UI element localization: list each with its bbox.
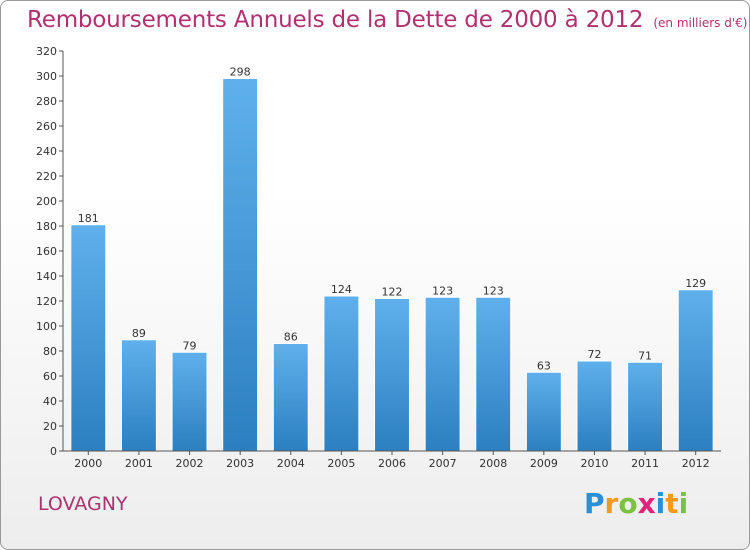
x-tick-label-2002: 2002 <box>176 457 204 470</box>
y-tick-label: 300 <box>36 70 57 83</box>
bar-2006 <box>374 298 410 452</box>
y-tick-label: 20 <box>43 420 57 433</box>
y-tick-label: 40 <box>43 395 57 408</box>
x-tick-label-2003: 2003 <box>226 457 254 470</box>
data-label-2001: 89 <box>132 327 146 340</box>
title-text: Remboursements Annuels de la Dette de 20… <box>27 7 644 33</box>
x-tick-label-2010: 2010 <box>580 457 608 470</box>
y-tick-label: 0 <box>50 445 57 458</box>
x-tick-label-2001: 2001 <box>125 457 153 470</box>
y-tick-label: 320 <box>36 45 57 58</box>
logo-letter: i <box>655 487 666 520</box>
bar-2003 <box>222 78 259 452</box>
logo-letter: P <box>584 487 605 520</box>
data-label-2002: 79 <box>183 339 197 352</box>
y-tick-label: 100 <box>36 320 57 333</box>
x-tick-label-2006: 2006 <box>378 457 406 470</box>
logo-letter: t <box>665 487 679 520</box>
data-label-2006: 122 <box>382 286 403 299</box>
bar-2008 <box>475 296 512 452</box>
chart-subtitle: (en milliers d'€) <box>653 16 748 30</box>
y-tick-label: 200 <box>36 195 57 208</box>
chart-title: Remboursements Annuels de la Dette de 20… <box>27 7 747 33</box>
logo-letter: r <box>604 487 619 520</box>
place-name: LOVAGNY <box>38 493 128 515</box>
data-label-2000: 181 <box>78 212 99 225</box>
bar-2010 <box>576 360 613 452</box>
data-label-2010: 72 <box>587 348 601 361</box>
bar-2007 <box>424 296 461 452</box>
x-tick-label-2012: 2012 <box>682 457 710 470</box>
data-label-2011: 71 <box>638 349 652 362</box>
logo-letter: x <box>637 487 656 520</box>
y-tick-label: 140 <box>36 270 57 283</box>
x-tick-label-2009: 2009 <box>530 457 558 470</box>
y-tick-label: 160 <box>36 245 57 258</box>
x-axis: 2000 2001 2002 2003 2004 2005 2006 2007 2008 2009… <box>63 450 721 470</box>
x-tick-label-2005: 2005 <box>327 457 355 470</box>
y-tick-label: 240 <box>36 145 57 158</box>
x-tick-label-2011: 2011 <box>631 457 659 470</box>
bar-2005 <box>323 295 360 452</box>
x-tick-label-2000: 2000 <box>74 457 102 470</box>
y-tick-label: 180 <box>36 220 57 233</box>
bars: 181 89 79 298 86 124 122 123 123 63 72 71 129 <box>70 66 714 452</box>
data-label-2005: 124 <box>331 283 352 296</box>
y-tick-label: 60 <box>43 370 57 383</box>
bar-2012 <box>677 289 714 452</box>
y-axis: 0 20 40 60 80 100 120 140 160 180 200 220 240 260 280 3… <box>36 45 64 458</box>
y-tick-label: 220 <box>36 170 57 183</box>
bar-2002 <box>171 351 208 452</box>
data-label-2004: 86 <box>284 331 298 344</box>
x-tick-label-2004: 2004 <box>277 457 305 470</box>
y-tick-label: 260 <box>36 120 57 133</box>
x-tick-label-2008: 2008 <box>479 457 507 470</box>
bar-2009 <box>525 371 562 452</box>
data-label-2003: 298 <box>230 66 251 79</box>
data-label-2008: 123 <box>483 284 504 297</box>
y-tick-label: 280 <box>36 95 57 108</box>
bar-2004 <box>272 343 309 452</box>
proxiti-logo: Proxiti <box>584 487 688 520</box>
bar-2001 <box>120 339 157 452</box>
data-label-2012: 129 <box>685 277 706 290</box>
logo-letter: o <box>618 487 638 520</box>
data-label-2009: 63 <box>537 359 551 372</box>
y-tick-label: 120 <box>36 295 57 308</box>
bar-2000 <box>70 224 107 452</box>
logo-letter: i <box>678 487 689 520</box>
data-label-2007: 123 <box>432 284 453 297</box>
x-tick-label-2007: 2007 <box>429 457 457 470</box>
bar-2011 <box>627 361 664 452</box>
y-tick-label: 80 <box>43 345 57 358</box>
